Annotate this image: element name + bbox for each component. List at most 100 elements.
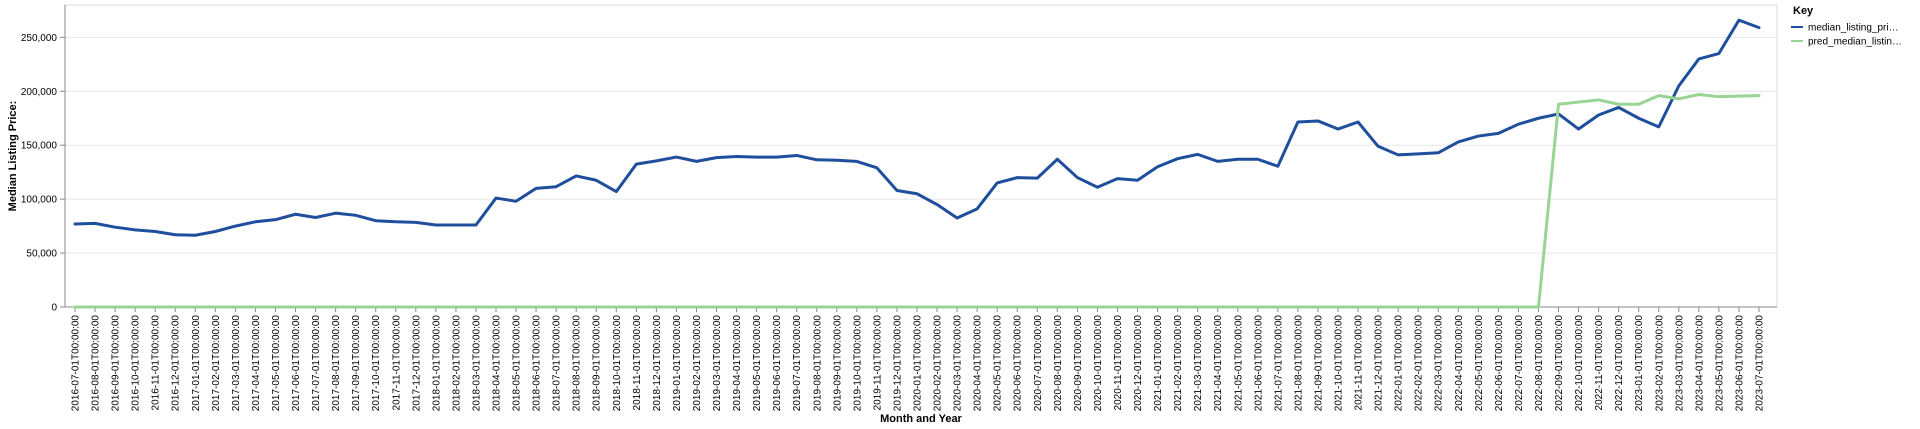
x-tick-label: 2020-06-01T00:00:00 [1013, 315, 1024, 412]
x-tick-label: 2019-11-01T00:00:00 [872, 315, 883, 411]
x-tick-label: 2021-09-01T00:00:00 [1313, 315, 1324, 412]
x-tick-label: 2017-06-01T00:00:00 [291, 315, 302, 412]
x-tick-label: 2019-12-01T00:00:00 [892, 315, 903, 412]
x-tick-label: 2020-02-01T00:00:00 [933, 315, 944, 412]
x-tick-label: 2022-02-01T00:00:00 [1414, 315, 1425, 412]
x-tick-label: 2018-04-01T00:00:00 [492, 315, 503, 412]
x-tick-label: 2018-12-01T00:00:00 [652, 315, 663, 412]
x-tick-label: 2018-03-01T00:00:00 [471, 315, 482, 412]
x-tick-label: 2017-12-01T00:00:00 [411, 315, 422, 412]
x-tick-label: 2022-04-01T00:00:00 [1454, 315, 1465, 412]
x-tick-label: 2022-11-01T00:00:00 [1594, 315, 1605, 411]
x-tick-label: 2020-08-01T00:00:00 [1053, 315, 1064, 412]
y-tick-label: 0 [51, 303, 57, 314]
y-tick-label: 100,000 [21, 195, 58, 206]
x-tick-label: 2017-07-01T00:00:00 [311, 315, 322, 412]
x-tick-label: 2023-06-01T00:00:00 [1734, 315, 1745, 412]
series-layer [73, 18, 1761, 309]
x-tick-label: 2021-01-01T00:00:00 [1153, 315, 1164, 412]
x-tick-label: 2020-04-01T00:00:00 [973, 315, 984, 412]
x-tick-label: 2020-11-01T00:00:00 [1113, 315, 1124, 411]
x-tick-label: 2017-02-01T00:00:00 [211, 315, 222, 412]
x-tick-label: 2021-03-01T00:00:00 [1193, 315, 1204, 412]
x-tick-label: 2021-11-01T00:00:00 [1354, 315, 1365, 411]
x-tick-label: 2019-05-01T00:00:00 [752, 315, 763, 412]
legend-label-1: pred_median_listin… [1808, 37, 1902, 48]
x-tick-label: 2020-05-01T00:00:00 [993, 315, 1004, 412]
series-line-0 [73, 18, 1761, 237]
x-tick-label: 2019-09-01T00:00:00 [832, 315, 843, 412]
x-tick-label: 2022-08-01T00:00:00 [1534, 315, 1545, 412]
x-tick-label: 2020-07-01T00:00:00 [1033, 315, 1044, 412]
x-tick-label: 2023-02-01T00:00:00 [1654, 315, 1665, 412]
y-tick-label: 250,000 [21, 33, 58, 44]
x-tick-label: 2016-07-01T00:00:00 [71, 315, 82, 412]
legend-title: Key [1793, 5, 1814, 17]
x-tick-label: 2018-06-01T00:00:00 [532, 315, 543, 412]
x-tick-label: 2021-05-01T00:00:00 [1233, 315, 1244, 412]
x-tick-label: 2017-11-01T00:00:00 [391, 315, 402, 411]
y-tick-label: 150,000 [21, 141, 58, 152]
x-tick-label: 2019-03-01T00:00:00 [712, 315, 723, 412]
x-tick-label: 2016-12-01T00:00:00 [171, 315, 182, 412]
x-tick-label: 2022-01-01T00:00:00 [1394, 315, 1405, 412]
x-tick-label: 2018-09-01T00:00:00 [592, 315, 603, 412]
x-tick-label: 2019-01-01T00:00:00 [672, 315, 683, 412]
series-line-1 [73, 93, 1761, 309]
x-tick-label: 2023-04-01T00:00:00 [1694, 315, 1705, 412]
x-tick-label: 2017-03-01T00:00:00 [231, 315, 242, 412]
x-tick-label: 2022-03-01T00:00:00 [1434, 315, 1445, 412]
x-tick-label: 2020-03-01T00:00:00 [953, 315, 964, 412]
x-tick-label: 2017-10-01T00:00:00 [371, 315, 382, 412]
x-axis: 2016-07-01T00:00:00 2016-08-01T00:00:00 20… [65, 306, 1777, 412]
x-tick-label: 2021-10-01T00:00:00 [1334, 315, 1345, 412]
x-tick-label: 2018-11-01T00:00:00 [632, 315, 643, 411]
x-tick-label: 2022-07-01T00:00:00 [1514, 315, 1525, 412]
x-axis-title: Month and Year [880, 413, 962, 425]
x-tick-label: 2021-08-01T00:00:00 [1293, 315, 1304, 412]
legend: Key median_listing_pri… pred_median_listi… [1791, 5, 1902, 48]
x-tick-label: 2023-03-01T00:00:00 [1674, 315, 1685, 412]
x-tick-label: 2017-05-01T00:00:00 [271, 315, 282, 412]
x-tick-label: 2017-08-01T00:00:00 [331, 315, 342, 412]
x-tick-label: 2018-10-01T00:00:00 [612, 315, 623, 412]
x-tick-label: 2019-02-01T00:00:00 [692, 315, 703, 412]
x-tick-label: 2016-08-01T00:00:00 [91, 315, 102, 412]
x-tick-label: 2018-05-01T00:00:00 [512, 315, 523, 412]
x-tick-label: 2017-01-01T00:00:00 [191, 315, 202, 412]
y-tick-label: 50,000 [26, 249, 57, 260]
x-tick-label: 2019-08-01T00:00:00 [812, 315, 823, 412]
x-tick-label: 2021-04-01T00:00:00 [1213, 315, 1224, 412]
x-tick-label: 2019-04-01T00:00:00 [732, 315, 743, 412]
x-tick-label: 2022-05-01T00:00:00 [1474, 315, 1485, 412]
y-tick-label: 200,000 [21, 87, 58, 98]
x-tick-label: 2017-09-01T00:00:00 [351, 315, 362, 412]
x-tick-label: 2019-07-01T00:00:00 [792, 315, 803, 412]
x-tick-label: 2016-11-01T00:00:00 [151, 315, 162, 411]
x-tick-label: 2019-06-01T00:00:00 [772, 315, 783, 412]
x-tick-label: 2021-07-01T00:00:00 [1273, 315, 1284, 412]
x-tick-label: 2018-02-01T00:00:00 [451, 315, 462, 412]
y-axis-title: Median Listing Price: [7, 101, 19, 212]
x-tick-label: 2020-12-01T00:00:00 [1133, 315, 1144, 412]
x-tick-label: 2021-12-01T00:00:00 [1374, 315, 1385, 412]
plot-background [64, 4, 1778, 308]
x-tick-label: 2022-06-01T00:00:00 [1494, 315, 1505, 412]
x-tick-label: 2018-07-01T00:00:00 [552, 315, 563, 412]
x-tick-label: 2023-01-01T00:00:00 [1634, 315, 1645, 412]
x-tick-label: 2021-02-01T00:00:00 [1173, 315, 1184, 412]
x-tick-label: 2022-12-01T00:00:00 [1614, 315, 1625, 412]
x-tick-label: 2023-07-01T00:00:00 [1755, 315, 1766, 412]
y-axis: 0 50,000 100,000 150,000 200,000 250,000 [21, 5, 66, 314]
x-tick-label: 2021-06-01T00:00:00 [1253, 315, 1264, 412]
x-tick-label: 2016-10-01T00:00:00 [131, 315, 142, 412]
x-tick-label: 2020-10-01T00:00:00 [1093, 315, 1104, 412]
x-tick-label: 2016-09-01T00:00:00 [111, 315, 122, 412]
x-tick-label: 2018-01-01T00:00:00 [431, 315, 442, 412]
x-tick-label: 2023-05-01T00:00:00 [1714, 315, 1725, 412]
x-tick-label: 2019-10-01T00:00:00 [852, 315, 863, 412]
x-tick-label: 2020-01-01T00:00:00 [913, 315, 924, 412]
x-tick-label: 2017-04-01T00:00:00 [251, 315, 262, 412]
legend-label-0: median_listing_pri… [1808, 23, 1899, 34]
